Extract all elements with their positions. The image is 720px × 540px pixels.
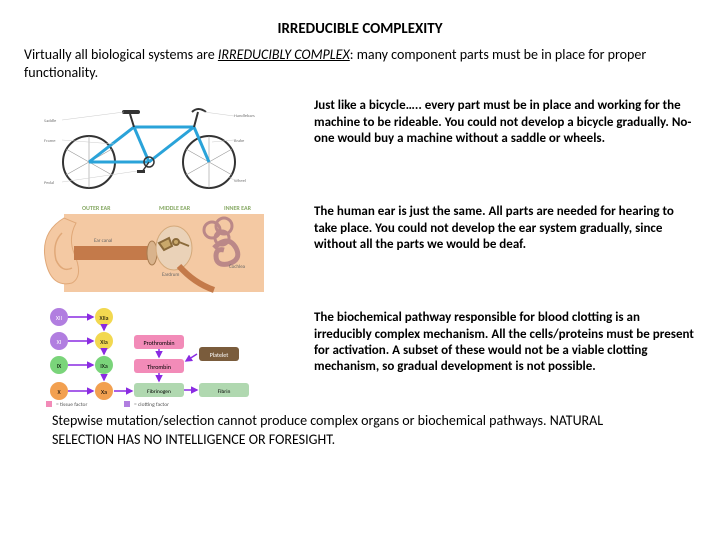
ear-diagram: OUTER EAR MIDDLE EAR INNER EAR (24, 198, 294, 298)
svg-text:Eardrum: Eardrum (162, 272, 179, 278)
svg-text:= tissue factor: = tissue factor (56, 402, 87, 408)
svg-text:MIDDLE EAR: MIDDLE EAR (159, 204, 191, 212)
ear-text: The human ear is just the same. All part… (314, 198, 696, 253)
svg-text:Wheel: Wheel (234, 179, 246, 184)
svg-text:Handlebars: Handlebars (234, 114, 255, 119)
page-title: IRREDUCIBLE COMPLEXITY (24, 20, 696, 38)
svg-text:Xa: Xa (101, 388, 107, 396)
intro-text: Virtually all biological systems are IRR… (24, 46, 696, 82)
svg-text:Prothrombin: Prothrombin (143, 339, 174, 347)
row-ear: OUTER EAR MIDDLE EAR INNER EAR (24, 198, 696, 298)
svg-text:OUTER EAR: OUTER EAR (82, 204, 111, 212)
svg-text:= clotting factor: = clotting factor (134, 402, 169, 408)
svg-text:Ear canal: Ear canal (94, 238, 112, 244)
svg-text:XII: XII (56, 314, 63, 322)
svg-text:Fibrinogen: Fibrinogen (147, 389, 171, 395)
clotting-diagram: XII XIIa XI XIa IX IXa X Xa Prothrombin … (24, 304, 294, 404)
svg-text:Fibrin: Fibrin (218, 389, 231, 395)
bicycle-diagram: Saddle Frame Handlebars Brake Wheel Peda… (24, 92, 294, 192)
svg-text:IXa: IXa (100, 362, 108, 370)
svg-text:Thrombin: Thrombin (147, 363, 171, 371)
clotting-text: The biochemical pathway responsible for … (314, 304, 696, 375)
svg-text:Cochlea: Cochlea (229, 264, 246, 270)
intro-emphasis: IRREDUCIBLY COMPLEX (218, 46, 350, 63)
svg-text:Pedal: Pedal (44, 181, 54, 186)
bicycle-text: Just like a bicycle….. every part must b… (314, 92, 696, 147)
svg-text:XIa: XIa (100, 338, 108, 346)
svg-text:Platelet: Platelet (210, 351, 229, 359)
row-clotting: XII XIIa XI XIa IX IXa X Xa Prothrombin … (24, 304, 696, 404)
svg-text:Frame: Frame (44, 139, 56, 144)
svg-text:XI: XI (57, 338, 62, 346)
intro-pre: Virtually all biological systems are (24, 46, 218, 63)
svg-text:INNER EAR: INNER EAR (224, 204, 252, 212)
row-bicycle: Saddle Frame Handlebars Brake Wheel Peda… (24, 92, 696, 192)
svg-text:Saddle: Saddle (44, 119, 57, 124)
svg-text:Brake: Brake (234, 139, 245, 144)
svg-text:XIIa: XIIa (99, 314, 108, 322)
conclusion-text: Stepwise mutation/selection cannot produ… (24, 412, 696, 448)
